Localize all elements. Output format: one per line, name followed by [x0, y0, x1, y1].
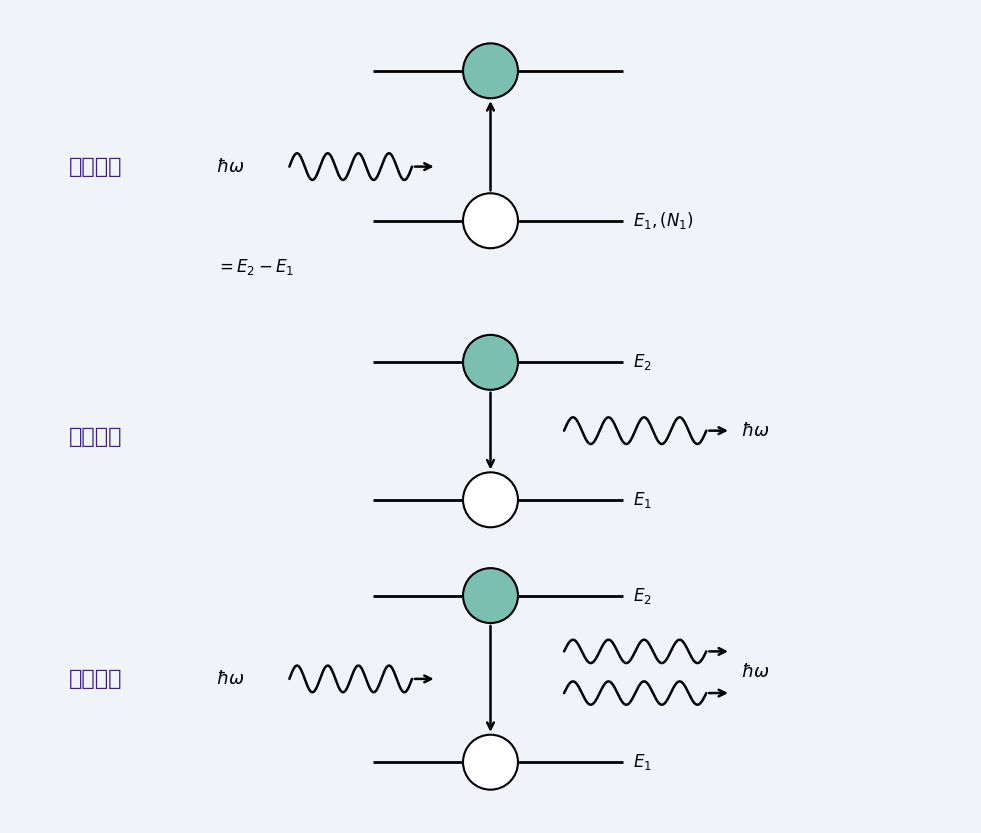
Ellipse shape	[463, 335, 518, 390]
Text: $E_1,(N_1)$: $E_1,(N_1)$	[633, 210, 694, 232]
Text: 受激辐射: 受激辐射	[69, 669, 123, 689]
Ellipse shape	[463, 43, 518, 98]
Ellipse shape	[463, 472, 518, 527]
Text: $\hbar\omega$: $\hbar\omega$	[741, 663, 769, 681]
Ellipse shape	[463, 568, 518, 623]
Text: $E_2$: $E_2$	[633, 352, 651, 372]
Text: $E_2$: $E_2$	[633, 586, 651, 606]
Text: $\hbar\omega$: $\hbar\omega$	[216, 157, 245, 176]
Text: $\hbar\omega$: $\hbar\omega$	[216, 670, 245, 688]
Text: $E_1$: $E_1$	[633, 752, 651, 772]
Text: 自发辐射: 自发辐射	[69, 427, 123, 447]
Text: 受激吸收: 受激吸收	[69, 157, 123, 177]
Ellipse shape	[463, 193, 518, 248]
Text: $=E_2-E_1$: $=E_2-E_1$	[216, 257, 294, 277]
Text: $E_1$: $E_1$	[633, 490, 651, 510]
Text: $\hbar\omega$: $\hbar\omega$	[741, 421, 769, 440]
Ellipse shape	[463, 735, 518, 790]
